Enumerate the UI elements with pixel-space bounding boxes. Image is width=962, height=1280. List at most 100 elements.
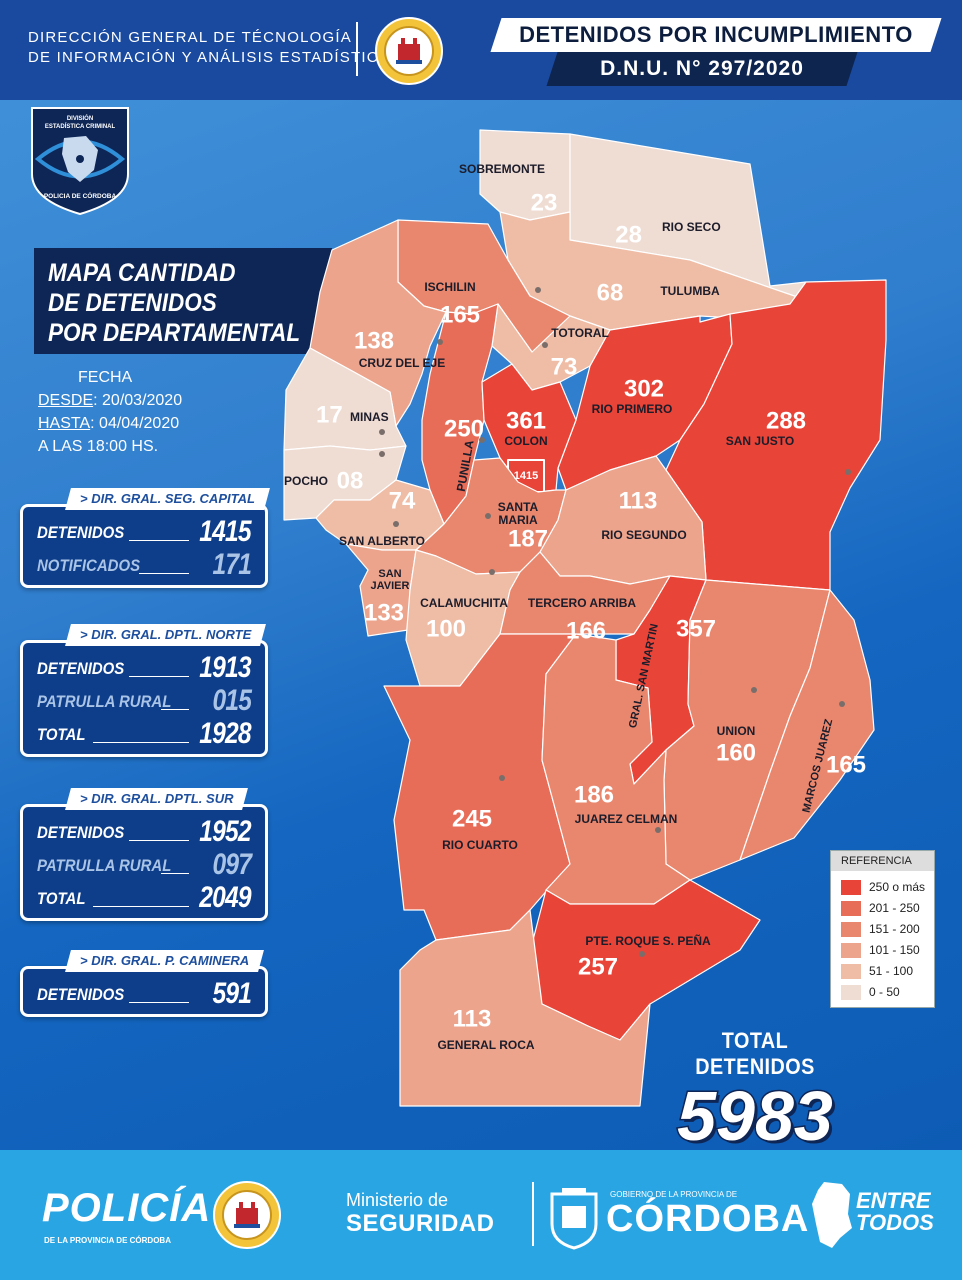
department-name: COLON (504, 434, 547, 448)
panel-box: DETENIDOS 1913 PATRULLA RURAL 015 TOTAL 1928 (20, 640, 268, 757)
panel-row-label: PATRULLA RURAL (37, 692, 172, 711)
legend-item: 101 - 150 (841, 940, 931, 960)
department-city-dot (379, 451, 385, 457)
panel-row-rule (129, 540, 189, 541)
panel-tag: > DIR. GRAL. DPTL. NORTE (65, 624, 267, 646)
department-value: 1415 (514, 470, 538, 482)
department-name: MINAS (350, 410, 389, 424)
department-value: 113 (619, 487, 658, 514)
panel-row: DETENIDOS 591 (37, 977, 252, 1010)
panel-row-label: DETENIDOS (37, 985, 125, 1004)
gobierno-text: GOBIERNO DE LA PROVINCIA DE (610, 1190, 738, 1199)
subtitle-banner: D.N.U. N° 297/2020 (546, 52, 858, 86)
department-city-dot (485, 513, 491, 519)
department-city-dot (655, 827, 661, 833)
legend-swatch (841, 901, 861, 916)
panel-row-rule (161, 873, 189, 874)
department-value: 187 (508, 525, 548, 552)
department-name: CALAMUCHITA (420, 596, 508, 610)
header-separator (356, 22, 358, 76)
department-city-dot (437, 339, 443, 345)
department-value: 138 (354, 327, 394, 354)
department-value: 288 (766, 407, 806, 434)
ministerio-line-1: Ministerio de (346, 1190, 449, 1210)
department-city-dot (535, 287, 541, 293)
ministerio-line-2: SEGURIDAD (346, 1210, 495, 1237)
department-value: 257 (578, 953, 618, 980)
total-value: 5983 (676, 1077, 835, 1155)
date-to: HASTA: 04/04/2020 (38, 412, 182, 435)
legend-item: 201 - 250 (841, 898, 931, 918)
department-value: 160 (716, 739, 756, 766)
panel-row-value: 2049 (199, 881, 252, 914)
panel-tag-label: > DIR. GRAL. DPTL. NORTE (80, 627, 252, 642)
panel-row-value: 015 (212, 684, 251, 717)
department-name: TERCERO ARRIBA (528, 596, 637, 610)
panel-row-rule (161, 709, 189, 710)
department-name: SAN ALBERTO (339, 534, 425, 548)
panel-row: NOTIFICADOS 171 (37, 548, 252, 581)
panel-row: PATRULLA RURAL 097 (37, 848, 252, 881)
direction-line-2: DE INFORMACIÓN Y ANÁLISIS ESTADÍSTICO (28, 49, 392, 66)
panel-tag-label: > DIR. GRAL. SEG. CAPITAL (80, 491, 255, 506)
department-name: TULUMBA (660, 284, 720, 298)
todos-text: TODOS (856, 1210, 934, 1235)
date-to-label: HASTA (38, 415, 91, 432)
province-silhouette-icon (810, 1180, 854, 1255)
department-name: POCHO (284, 474, 328, 488)
department-value: 08 (337, 467, 364, 494)
department-city-dot (489, 569, 495, 575)
department-value: 245 (452, 805, 492, 832)
panel-box: DETENIDOS 1415 NOTIFICADOS 171 (20, 504, 268, 588)
panel-row-rule (139, 573, 189, 574)
date-from-value: : 20/03/2020 (93, 392, 183, 409)
panel-row-rule (93, 906, 189, 907)
legend-title: REFERENCIA (831, 851, 934, 871)
panel-row: PATRULLA RURAL 015 (37, 684, 252, 717)
department-value: 165 (826, 751, 866, 778)
panel-row-label: TOTAL (37, 725, 86, 744)
department-totoral (491, 303, 611, 391)
legend-swatch (841, 922, 861, 937)
department-city-dot (479, 437, 485, 443)
direction-title: DIRECCIÓN GENERAL DE TÉCNOLOGÍA DE INFOR… (28, 28, 392, 68)
map-title-line-3: POR DEPARTAMENTAL (48, 319, 301, 347)
date-block: FECHA DESDE: 20/03/2020 HASTA: 04/04/202… (38, 366, 182, 458)
department-value: 68 (597, 279, 624, 306)
department-name: RIO PRIMERO (592, 402, 673, 416)
department-value: 73 (551, 353, 578, 380)
subtitle: D.N.U. N° 297/2020 (600, 57, 804, 80)
panel-tag: > DIR. GRAL. DPTL. SUR (65, 788, 249, 810)
panel-box: DETENIDOS 1952 PATRULLA RURAL 097 TOTAL 2049 (20, 804, 268, 921)
policia-logo-subtext: DE LA PROVINCIA DE CÓRDOBA (44, 1236, 171, 1245)
department-value: 165 (440, 301, 480, 328)
panel-row: DETENIDOS 1415 (37, 515, 252, 548)
panel-row: TOTAL 2049 (37, 881, 252, 914)
department-city-dot (639, 951, 645, 957)
police-seal-icon (374, 16, 444, 91)
panel-row-label: DETENIDOS (37, 523, 125, 542)
badge-line-1: DIVISIÓN (67, 114, 93, 122)
date-from: DESDE: 20/03/2020 (38, 389, 182, 412)
department-marcos-juarez (739, 589, 875, 861)
panel-box: DETENIDOS 591 (20, 966, 268, 1017)
department-name: RIO SECO (662, 220, 721, 234)
legend-label: 151 - 200 (869, 922, 920, 936)
panel-tag-label: > DIR. GRAL. DPTL. SUR (80, 791, 234, 806)
department-city-dot (839, 701, 845, 707)
department-name: GENERAL ROCA (437, 1038, 534, 1052)
legend-swatch (841, 985, 861, 1000)
panel-tag: > DIR. GRAL. SEG. CAPITAL (65, 488, 270, 510)
panel-row-value: 591 (212, 977, 251, 1010)
legend-label: 0 - 50 (869, 985, 900, 999)
department-name: PTE. ROQUE S. PEÑA (585, 933, 711, 948)
department-name: RIO CUARTO (442, 838, 518, 852)
department-value: 133 (364, 599, 404, 626)
department-name: ISCHILIN (424, 280, 475, 294)
department-general-roca (399, 909, 651, 1107)
department-value: 100 (426, 615, 466, 642)
legend-swatch (841, 943, 861, 958)
total-label: TOTAL DETENIDOS (695, 1028, 815, 1079)
direction-line-1: DIRECCIÓN GENERAL DE TÉCNOLOGÍA (28, 29, 352, 46)
panel-row-label: DETENIDOS (37, 823, 125, 842)
